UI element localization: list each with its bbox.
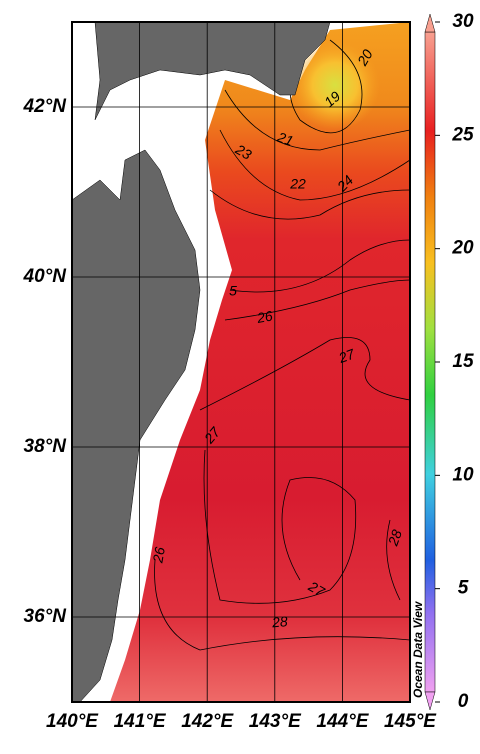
colorbar bbox=[424, 31, 436, 693]
colorbar-tick-label: 5 bbox=[458, 578, 469, 599]
colorbar-tick-label: 25 bbox=[451, 124, 474, 145]
lon-tick-label: 141°E bbox=[114, 711, 167, 732]
lon-tick-label: 143°E bbox=[249, 711, 302, 732]
colorbar-tick-label: 15 bbox=[452, 351, 474, 372]
lat-tick-label: 42°N bbox=[23, 96, 68, 117]
contour-label: 27 bbox=[336, 345, 358, 366]
warm-core bbox=[290, 40, 380, 130]
colorbar-tick-label: 0 bbox=[458, 691, 469, 712]
colorbar-tick-label: 10 bbox=[452, 464, 474, 485]
lat-tick-label: 36°N bbox=[24, 606, 68, 627]
colorbar-max-arrow bbox=[424, 13, 436, 33]
map-area bbox=[72, 22, 410, 702]
contour-label: 28 bbox=[384, 527, 405, 548]
ocean-field bbox=[110, 22, 410, 702]
land-hokkaido bbox=[94, 22, 331, 121]
lat-tick-label: 40°N bbox=[23, 266, 68, 287]
contour-label: 26 bbox=[149, 546, 168, 565]
lon-tick-label: 142°E bbox=[181, 711, 234, 732]
contour-label: 21 bbox=[274, 128, 295, 149]
colorbar-tick-label: 30 bbox=[452, 11, 474, 32]
colorbar-tick-label: 20 bbox=[451, 238, 474, 259]
contour-label: 23 bbox=[232, 141, 255, 163]
contour-label: 5 bbox=[229, 283, 237, 299]
lon-tick-label: 140°E bbox=[46, 711, 99, 732]
watermark: Ocean Data View bbox=[411, 601, 425, 698]
colorbar-min-arrow bbox=[424, 691, 436, 711]
contour-label: 28 bbox=[270, 613, 288, 630]
contour-label: 26 bbox=[255, 307, 274, 326]
lat-tick-label: 38°N bbox=[24, 436, 68, 457]
land-honshu bbox=[72, 149, 201, 702]
contour-label: 20 bbox=[354, 46, 376, 69]
contour-label: 22 bbox=[289, 176, 306, 192]
contours bbox=[154, 39, 410, 651]
map-frame bbox=[71, 21, 411, 703]
lon-tick-label: 144°E bbox=[316, 711, 369, 732]
lon-tick-label: 145°E bbox=[384, 711, 437, 732]
